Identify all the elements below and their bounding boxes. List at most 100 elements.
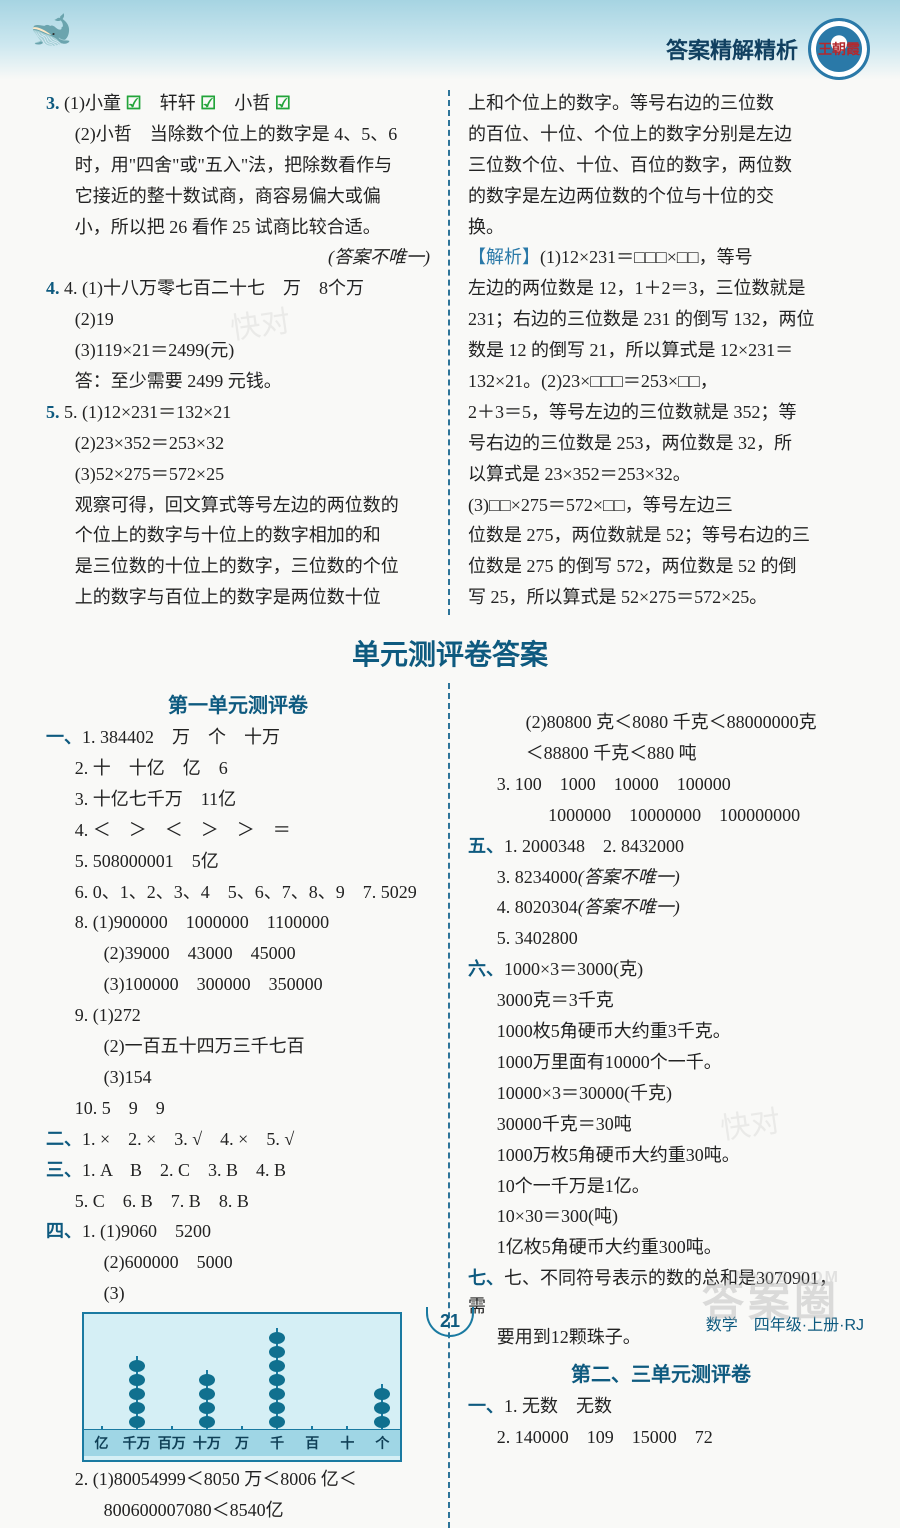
- u1-i2: 2. 十 十亿 亿 6: [46, 755, 430, 783]
- q3-1: 3. (1)小童 ☑ 轩轩 ☑ 小哲 ☑: [46, 90, 430, 118]
- abacus-label: 百万: [154, 1430, 189, 1456]
- top-right-col: 上和个位上的数字。等号右边的三位数 的百位、十位、个位上的数字分别是左边 三位数…: [450, 90, 872, 615]
- u1-iv1: 四、1. (1)9060 5200: [46, 1218, 430, 1246]
- q3-2a: (2)小哲 当除数个位上的数字是 4、5、6: [46, 121, 430, 149]
- abacus-bead: [269, 1402, 285, 1414]
- u1r-vi1: 六、1000×3＝3000(克): [468, 956, 854, 984]
- q3-2d: 小，所以把 26 看作 25 试商比较合适。: [46, 214, 430, 242]
- q4-1-text: 4. (1)十八万零七百二十七 万 8个万: [64, 278, 364, 298]
- q4-2: (2)19: [46, 306, 430, 334]
- abacus-bead: [269, 1374, 285, 1386]
- an7: 号右边的三位数是 253，两位数是 32，所: [468, 430, 854, 458]
- q3-note: (答案不唯一): [46, 244, 430, 272]
- abacus-bead: [129, 1374, 145, 1386]
- u1r-v4: 4. 8020304(答案不唯一): [468, 894, 854, 922]
- u1-i5: 5. 508000001 5亿: [46, 848, 430, 876]
- q5-obs2: 个位上的数字与十位上的数字相加的和: [46, 522, 430, 550]
- u23-i1: 一、1. 无数 无数: [468, 1393, 854, 1421]
- u1r-v5: 5. 3402800: [468, 925, 854, 953]
- u1r-vi4: 1000万里面有10000个一千。: [468, 1049, 854, 1077]
- top-left-col: 3. (1)小童 ☑ 轩轩 ☑ 小哲 ☑ (2)小哲 当除数个位上的数字是 4、…: [28, 90, 450, 615]
- abacus-bead: [269, 1388, 285, 1400]
- section-title: 单元测评卷答案: [28, 633, 872, 673]
- brand-badge: 王朝霞: [808, 18, 870, 80]
- abacus-bead: [129, 1360, 145, 1372]
- q5-3: (3)52×275＝572×25: [46, 461, 430, 489]
- q5-1: 5. 5. (1)12×231＝132×21: [46, 399, 430, 427]
- abacus-bead: [269, 1332, 285, 1344]
- q3-2c: 它接近的整十数试商，商容易偏大或偏: [46, 183, 430, 211]
- abacus-label: 千: [260, 1430, 295, 1456]
- q5-obs1: 观察可得，回文算式等号左边的两位数的: [46, 492, 430, 520]
- abacus-rod: [189, 1374, 224, 1430]
- unit23-title: 第二、三单元测评卷: [468, 1358, 854, 1387]
- abacus-bead: [269, 1416, 285, 1428]
- top-block: 3. (1)小童 ☑ 轩轩 ☑ 小哲 ☑ (2)小哲 当除数个位上的数字是 4、…: [28, 90, 872, 615]
- u1r-3b: 1000000 10000000 100000000: [468, 802, 854, 830]
- tr2: 的百位、十位、个位上的数字分别是左边: [468, 121, 854, 149]
- u1r-vi6: 30000千克＝30吨: [468, 1111, 854, 1139]
- u1r-vi9: 10×30＝300(吨): [468, 1203, 854, 1231]
- an2: 左边的两位数是 12，1＋2＝3，三位数就是: [468, 275, 854, 303]
- abacus-bead: [129, 1416, 145, 1428]
- page-content: 3. (1)小童 ☑ 轩轩 ☑ 小哲 ☑ (2)小哲 当除数个位上的数字是 4、…: [28, 90, 872, 1307]
- u1r-vi3: 1000枚5角硬币大约重3千克。: [468, 1018, 854, 1046]
- abacus-bead: [374, 1402, 390, 1414]
- an3: 231；右边的三位数是 231 的倒写 132，两位: [468, 306, 854, 334]
- abacus-bead: [374, 1388, 390, 1400]
- u1r-vi8: 10个一千万是1亿。: [468, 1173, 854, 1201]
- abacus-bead: [199, 1388, 215, 1400]
- u1-i10: 10. 5 9 9: [46, 1095, 430, 1123]
- u1-iv2: (2)600000 5000: [46, 1249, 430, 1277]
- abacus-bead: [269, 1346, 285, 1358]
- u1r-2-2: (2)80800 克＜8080 千克＜88000000克: [468, 709, 854, 737]
- u1r-vi7: 1000万枚5角硬币大约重30吨。: [468, 1142, 854, 1170]
- header-right: 答案精解精析 王朝霞: [666, 18, 870, 80]
- abacus-rod: [365, 1388, 400, 1430]
- u1-i6: 6. 0、1、2、3、4 5、6、7、8、9 7. 5029: [46, 879, 430, 907]
- u1-i9b: (2)一百五十四万三千七百: [46, 1033, 430, 1061]
- abacus-labels: 亿千万百万十万万千百十个: [84, 1429, 400, 1456]
- abacus-bead: [199, 1374, 215, 1386]
- unit1-title: 第一单元测评卷: [46, 689, 430, 718]
- q4-1: 4. 4. (1)十八万零七百二十七 万 8个万: [46, 275, 430, 303]
- abacus-label: 百: [295, 1430, 330, 1456]
- abacus-bead: [199, 1402, 215, 1414]
- whale-icon: 🐋: [30, 10, 72, 50]
- abacus-label: 十万: [189, 1430, 224, 1456]
- u1r-3a: 3. 100 1000 10000 100000: [468, 771, 854, 799]
- u1-ii: 二、1. × 2. × 3. √ 4. × 5. √: [46, 1126, 430, 1154]
- abacus-rods: [84, 1320, 400, 1430]
- u1-iii1: 三、1. A B 2. C 3. B 4. B: [46, 1157, 430, 1185]
- an10: 位数是 275，两位数就是 52；等号右边的三: [468, 522, 854, 550]
- an11: 位数是 275 的倒写 572，两位数是 52 的倒: [468, 553, 854, 581]
- abacus-label: 个: [365, 1430, 400, 1456]
- an5: 132×21。(2)23×□□□＝253×□□，: [468, 368, 854, 396]
- bottom-block: 第一单元测评卷 一、1. 384402 万 个 十万 2. 十 十亿 亿 6 3…: [28, 683, 872, 1528]
- tr4: 的数字是左边两位数的个位与十位的交: [468, 183, 854, 211]
- q3-2b: 时，用"四舍"或"五入"法，把除数看作与: [46, 152, 430, 180]
- abacus-bead: [129, 1402, 145, 1414]
- u1-i4: 4. ＜ ＞ ＜ ＞ ＞ ＝: [46, 817, 430, 845]
- u23-i2: 2. 140000 109 15000 72: [468, 1424, 854, 1452]
- u1r-vi2: 3000克＝3千克: [468, 987, 854, 1015]
- tr5: 换。: [468, 214, 854, 242]
- u1-i8b: (2)39000 43000 45000: [46, 940, 430, 968]
- q5-2: (2)23×352＝253×32: [46, 430, 430, 458]
- analysis-label: 【解析】: [468, 247, 540, 267]
- abacus-bead: [374, 1416, 390, 1428]
- an4: 数是 12 的倒写 21，所以算式是 12×231＝: [468, 337, 854, 365]
- q5-obs4: 上的数字与百位上的数字是两位数十位: [46, 584, 430, 612]
- abacus-label: 亿: [84, 1430, 119, 1456]
- tr1: 上和个位上的数字。等号右边的三位数: [468, 90, 854, 118]
- u1-i8a: 8. (1)900000 1000000 1100000: [46, 909, 430, 937]
- abacus-bead: [199, 1416, 215, 1428]
- an12: 写 25，所以算式是 52×275＝572×25。: [468, 584, 854, 612]
- u1-i1: 一、1. 384402 万 个 十万: [46, 724, 430, 752]
- header-title: 答案精解精析: [666, 33, 798, 65]
- watermark-url: MXQE.COM: [735, 1269, 840, 1287]
- u1r-vi5: 10000×3＝30000(千克): [468, 1080, 854, 1108]
- u1r-2-2b: ＜88800 千克＜880 吨: [468, 740, 854, 768]
- abacus-label: 十: [330, 1430, 365, 1456]
- u1r-v3: 3. 8234000(答案不唯一): [468, 864, 854, 892]
